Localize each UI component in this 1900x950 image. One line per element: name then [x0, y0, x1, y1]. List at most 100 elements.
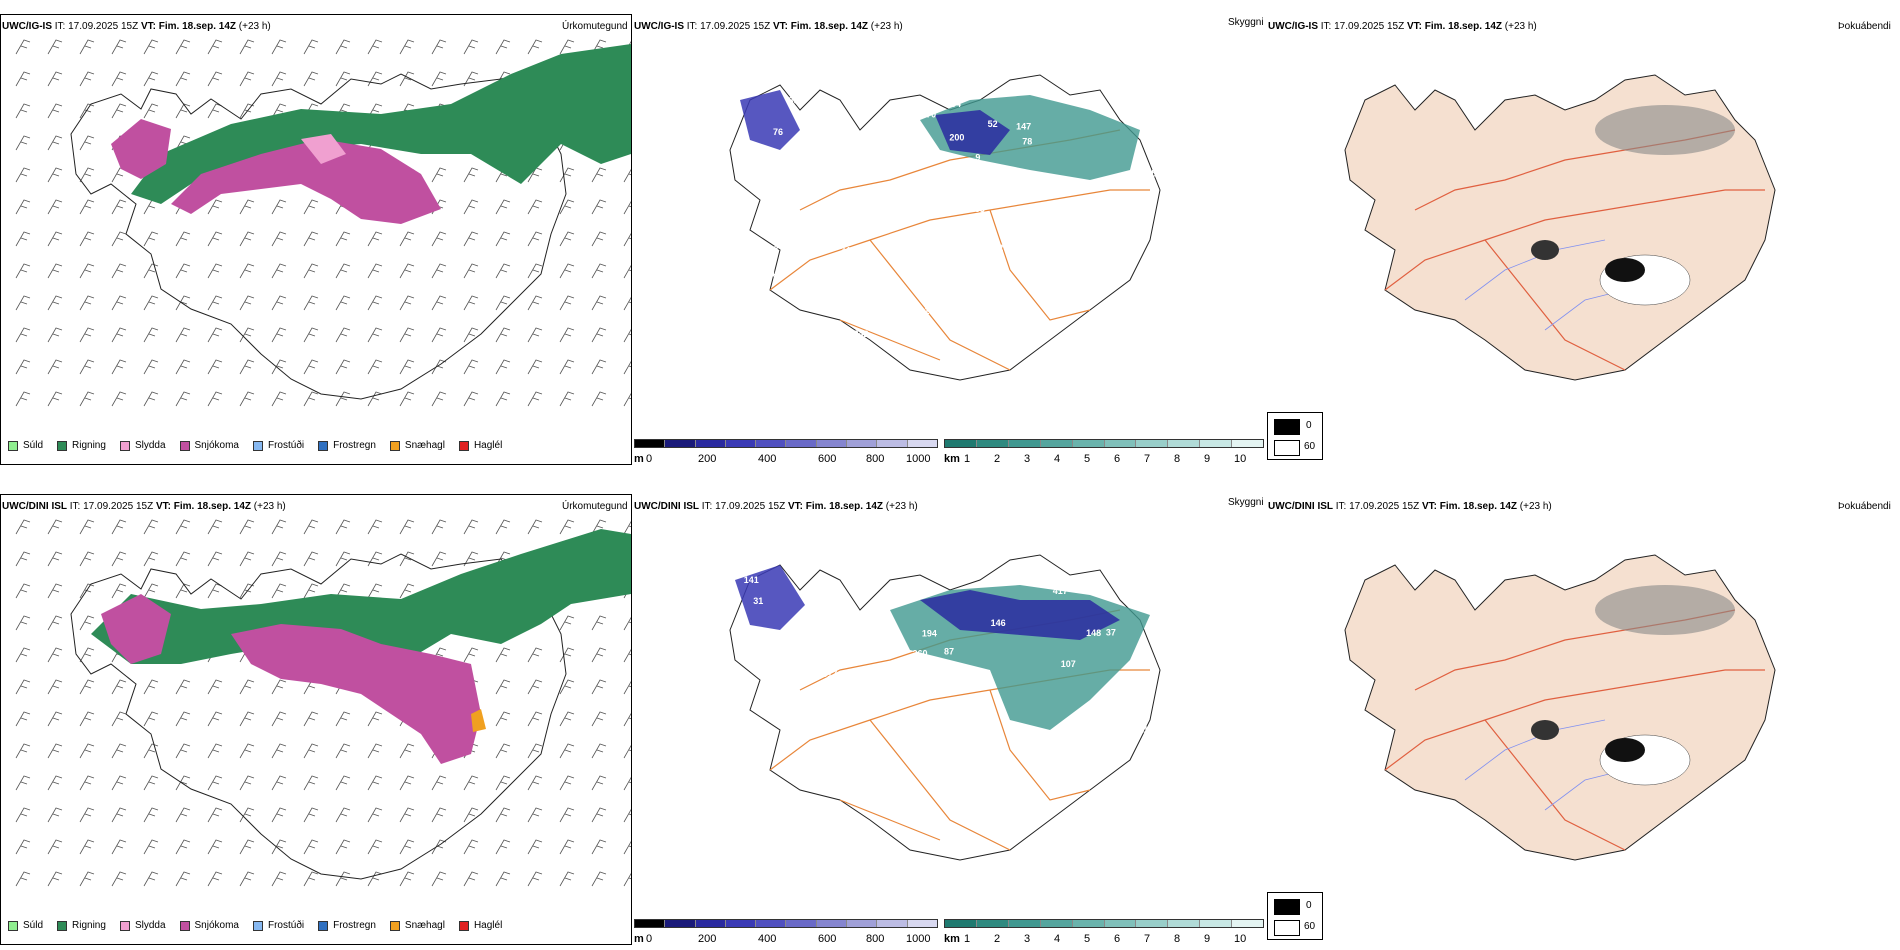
visibility-tick: 2: [994, 453, 1001, 465]
snow-area: [231, 624, 481, 764]
wind-barb: [495, 295, 511, 311]
legend-item: Rigning: [57, 920, 106, 931]
wind-barb: [239, 711, 255, 727]
wind-barb: [15, 295, 31, 311]
wind-barb: [47, 807, 63, 823]
wind-barb: [527, 807, 543, 823]
wind-barb: [591, 679, 607, 695]
fog-header: UWC/IG-IS IT: 17.09.2025 15Z VT: Fim. 18…: [1268, 21, 1537, 33]
vt-label: VT:: [787, 501, 803, 512]
wind-barb: [47, 71, 63, 87]
precip-map[interactable]: [1, 34, 631, 429]
rain-area: [131, 44, 631, 204]
ceiling-tick: 800: [866, 933, 885, 945]
iceland-outline: [70, 73, 567, 400]
wind-barb: [303, 39, 319, 55]
precip-legend: Súld Rigning Slydda Snjókoma Frostúði Fr…: [8, 440, 516, 451]
ceiling-label: 93: [767, 699, 777, 709]
lead-time: (+23 h): [885, 501, 918, 512]
wind-barb: [463, 391, 479, 407]
wind-barb: [623, 232, 631, 247]
lead-time: (+23 h): [253, 501, 286, 512]
model-name: UWC/DINI ISL: [1268, 501, 1333, 512]
ceiling-label: 28: [814, 146, 824, 156]
wind-barb: [143, 551, 159, 567]
wind-barb: [143, 583, 159, 599]
legend-item: Frostregn: [318, 920, 376, 931]
sleet-area: [301, 134, 346, 164]
wind-barb: [431, 327, 447, 343]
wind-barb: [367, 71, 383, 87]
ceiling-label: 165: [1141, 169, 1156, 179]
wind-barb: [175, 839, 191, 855]
wind-barb: [463, 551, 479, 567]
wind-barb: [239, 263, 255, 279]
wind-barb: [111, 391, 127, 407]
wind-barb: [111, 359, 127, 375]
iceland-outline: [70, 553, 567, 880]
wind-barb: [79, 551, 95, 567]
fog-patch-north: [1595, 105, 1735, 155]
wind-barb: [239, 71, 255, 87]
fog-map[interactable]: [1305, 520, 1865, 905]
wind-barb: [79, 679, 95, 695]
wind-barb: [15, 199, 31, 215]
wind-barb: [623, 296, 631, 311]
ceiling-label: 31: [753, 596, 763, 606]
wind-barb: [207, 39, 223, 55]
wind-barb: [175, 519, 191, 535]
wind-barb: [207, 871, 223, 887]
ceiling-tick: 0: [646, 453, 653, 465]
wind-barb: [367, 231, 383, 247]
ceiling-label: 76: [773, 127, 783, 137]
wind-barb: [431, 295, 447, 311]
legend-label: Haglél: [473, 440, 503, 451]
wind-barb: [399, 871, 415, 887]
fog-map[interactable]: [1305, 40, 1865, 425]
cloud-map[interactable]: 141 185 417 136 31 37 141 146 194 148 87 107 260 234 3…: [690, 520, 1230, 905]
legend-swatch: [458, 920, 469, 931]
ceiling-label: 9: [975, 153, 980, 163]
wind-barb: [79, 263, 95, 279]
wind-barb: [143, 39, 159, 55]
wind-barb: [591, 871, 607, 887]
wind-barb: [239, 519, 255, 535]
wind-barb: [495, 199, 511, 215]
wind-barb: [527, 327, 543, 343]
wind-barb: [47, 359, 63, 375]
wind-barb: [623, 648, 631, 663]
wind-barb: [79, 775, 95, 791]
precip-map[interactable]: [1, 514, 631, 909]
wind-barb: [47, 711, 63, 727]
wind-barb: [47, 327, 63, 343]
wind-barb: [367, 743, 383, 759]
ceiling-tick: 400: [758, 933, 777, 945]
wind-barb: [47, 583, 63, 599]
ceiling-label: 87: [944, 647, 954, 657]
wind-barb: [271, 743, 287, 759]
wind-barb: [79, 199, 95, 215]
visibility-tick: 10: [1234, 453, 1247, 465]
wind-barb: [431, 519, 447, 535]
wind-barb: [559, 199, 575, 215]
wind-barb: [367, 359, 383, 375]
colorbar-segment: [786, 440, 817, 447]
wind-barb: [623, 200, 631, 215]
colorbar-segment: [816, 440, 848, 447]
wind-barb: [15, 359, 31, 375]
visibility-tick: 2: [994, 933, 1001, 945]
wind-barb: [303, 231, 319, 247]
ceiling-label: 351: [812, 211, 827, 221]
fog-patch-dark: [1605, 738, 1645, 762]
wind-barb: [527, 647, 543, 663]
legend-label: Súld: [23, 440, 44, 451]
wind-barb: [47, 103, 63, 119]
cloud-title: Skyggni: [1228, 497, 1264, 508]
vt-label: VT:: [1406, 21, 1422, 32]
vt-value: Fim. 18.sep. 14Z: [158, 21, 237, 32]
colorbar-segment: [635, 920, 666, 927]
wind-barb: [15, 39, 31, 55]
wind-barb: [111, 263, 127, 279]
cloud-map[interactable]: 104 89 70 76 52 405 147 200 78 9 28 23 64 165 268 83 351…: [690, 40, 1230, 425]
ceiling-label: 64: [791, 170, 801, 180]
